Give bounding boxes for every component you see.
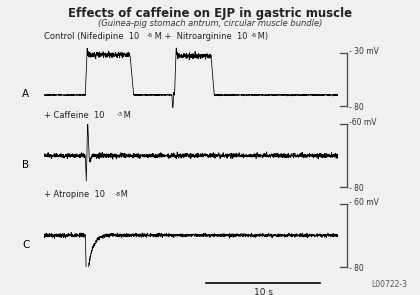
Text: - 80: - 80 [349,264,364,273]
Text: (Guinea-pig stomach antrum, circular muscle bundle): (Guinea-pig stomach antrum, circular mus… [98,19,322,28]
Text: L00722-3: L00722-3 [371,280,407,289]
Text: B: B [22,160,29,170]
Text: - 30 mV: - 30 mV [349,47,379,56]
Text: M: M [118,190,129,199]
Text: -6: -6 [147,33,153,38]
Text: - 80: - 80 [349,184,364,193]
Text: A: A [22,89,29,99]
Text: M: M [121,111,131,120]
Text: -3: -3 [116,112,123,117]
Text: Effects of caffeine on EJP in gastric muscle: Effects of caffeine on EJP in gastric mu… [68,7,352,20]
Text: M +  Nitroarginine  10: M + Nitroarginine 10 [152,32,247,41]
Text: -6: -6 [251,33,257,38]
Text: - 80: - 80 [349,103,364,112]
Text: - 60 mV: - 60 mV [349,198,379,206]
Text: M): M) [255,32,268,41]
Text: 10 s: 10 s [254,288,273,295]
Text: + Atropine  10: + Atropine 10 [44,190,105,199]
Text: C: C [22,240,29,250]
Text: -60 mV: -60 mV [349,118,377,127]
Text: + Caffeine  10: + Caffeine 10 [44,111,105,120]
Text: Control (Nifedipine  10: Control (Nifedipine 10 [44,32,139,41]
Text: -8: -8 [114,192,121,197]
